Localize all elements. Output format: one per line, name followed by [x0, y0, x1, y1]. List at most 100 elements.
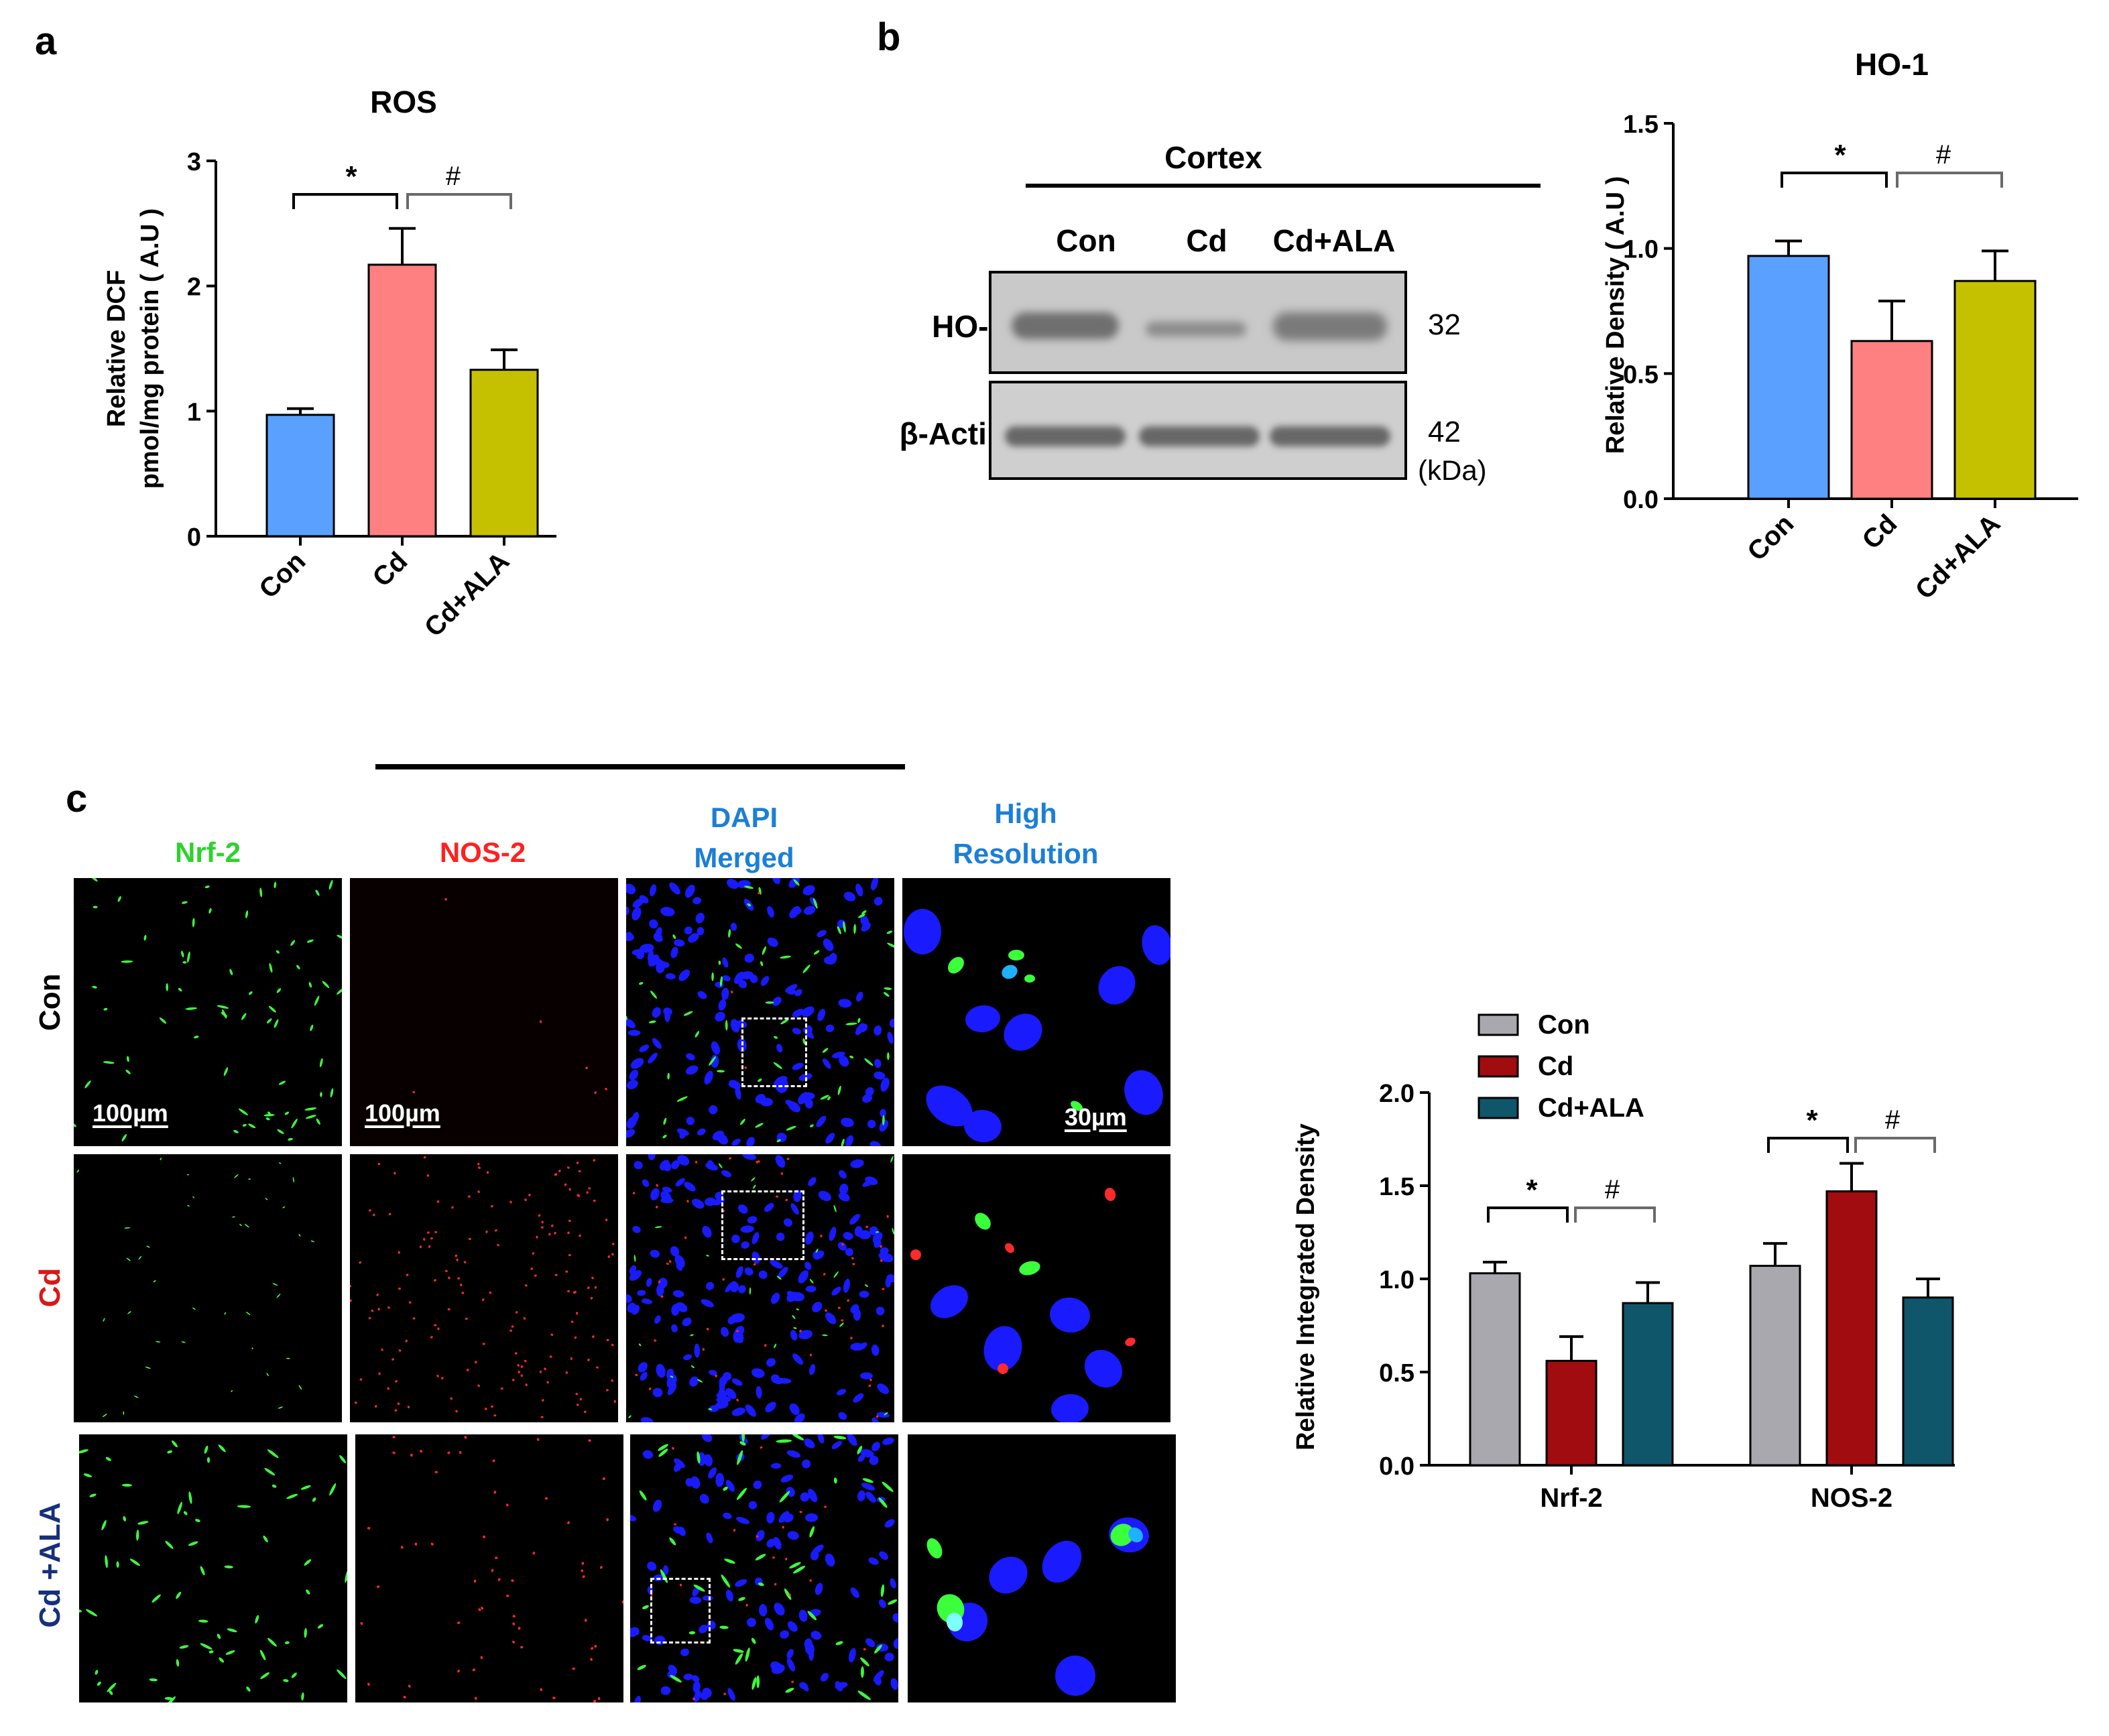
nucleus-spot — [626, 1080, 638, 1089]
significance-mark: * — [1834, 139, 1846, 172]
nucleus-spot — [862, 1094, 872, 1103]
nos2-spot — [419, 1245, 422, 1249]
nucleus-spot — [839, 1055, 849, 1067]
nucleus-spot — [774, 1081, 783, 1094]
nos2-spot — [423, 1156, 426, 1159]
nrf2-spot — [179, 1645, 189, 1649]
nos2-spot — [863, 1648, 866, 1651]
nos2-spot — [457, 1277, 461, 1280]
nrf2-spot — [756, 1675, 760, 1688]
nrf2-spot — [121, 1133, 127, 1141]
nos2-spot — [799, 1511, 802, 1513]
nrf2-spot — [839, 1322, 844, 1327]
nos2-spot — [437, 1327, 440, 1330]
nrf2-spot — [265, 1198, 268, 1200]
nrf2-spot — [129, 1558, 141, 1566]
nrf2-spot — [345, 1569, 347, 1583]
nos2-spot — [395, 1380, 398, 1383]
nucleus-spot — [730, 1313, 745, 1323]
nrf2-spot — [789, 1562, 801, 1568]
nrf2-spot — [822, 1048, 829, 1053]
nrf2-spot — [793, 1566, 806, 1574]
nucleus-spot — [789, 1403, 800, 1416]
nos2-spot — [552, 1696, 556, 1699]
significance-mark: # — [1885, 1105, 1901, 1135]
nos2-spot — [388, 1213, 391, 1216]
nos2-spot — [554, 1274, 558, 1276]
nucleus-spot — [865, 1491, 876, 1503]
nrf2-spot — [688, 1631, 696, 1635]
nucleus-spot — [887, 1032, 894, 1044]
column-head-dapi-merged: DAPI Merged — [694, 802, 794, 873]
nos2-spot — [426, 1231, 430, 1234]
nrf2-spot — [167, 1450, 172, 1454]
nrf2-spot — [101, 1520, 107, 1530]
significance-bracket-1 — [292, 193, 398, 209]
nucleus-spot — [787, 1621, 798, 1632]
nucleus-spot — [718, 999, 727, 1011]
nrf2-spot — [670, 1674, 682, 1683]
nos2-spot — [788, 1593, 792, 1596]
nrf2-spot — [232, 1216, 235, 1218]
nos2-spot — [668, 1260, 672, 1263]
nos2-spot — [530, 1267, 534, 1270]
nrf2-spot — [717, 1070, 725, 1072]
nucleus-spot — [801, 1006, 815, 1017]
nos2-spot — [593, 1700, 597, 1702]
nrf2-spot — [861, 1666, 864, 1678]
nucleus-spot — [630, 1514, 637, 1522]
nucleus-spot — [861, 922, 871, 932]
nucleus-spot — [731, 1378, 743, 1386]
nrf2-spot — [315, 889, 320, 896]
nrf2-spot — [267, 1637, 277, 1647]
nos2-spot — [486, 1171, 489, 1174]
nos2-spot — [434, 1324, 437, 1326]
nrf2-spot — [672, 934, 676, 939]
nucleus-spot — [788, 878, 800, 888]
nucleus-spot — [748, 1501, 758, 1509]
nucleus-spot — [831, 1440, 843, 1449]
nucleus-spot — [873, 1071, 886, 1080]
nrf2-spot — [776, 1139, 781, 1143]
chart-title: HO-1 — [1855, 47, 1929, 82]
nos2-spot — [467, 1195, 471, 1198]
highres-cell — [1002, 965, 1018, 979]
nucleus-spot — [629, 1270, 642, 1281]
scalebar-con-highres: 30µm — [1065, 1103, 1127, 1131]
nucleus-spot — [890, 1578, 896, 1589]
column-head-nos2: NOS-2 — [349, 836, 617, 869]
nos2-spot — [480, 1656, 483, 1660]
nos2-spot — [656, 1184, 658, 1187]
micrograph-texture — [630, 1434, 898, 1702]
nrf2-spot — [121, 960, 133, 963]
nucleus-spot — [884, 1652, 894, 1662]
nucleus-spot — [786, 1292, 798, 1302]
nos2-spot — [456, 1258, 459, 1261]
y-axis-label-line1: Relative DCF — [103, 270, 131, 427]
nos2-spot — [378, 1372, 381, 1375]
nucleus-spot — [857, 1454, 865, 1462]
nrf2-spot — [126, 1257, 131, 1261]
nrf2-spot — [690, 1365, 695, 1369]
nos2-spot — [455, 1254, 458, 1257]
nos2-spot — [447, 1308, 450, 1310]
nrf2-spot — [188, 1491, 192, 1504]
nucleus-spot — [839, 1170, 847, 1179]
nos2-spot — [880, 1259, 883, 1262]
nrf2-spot — [248, 991, 253, 995]
nucleus-spot — [770, 1463, 782, 1469]
highres-cell — [983, 1326, 1022, 1371]
nucleus-spot — [812, 1544, 824, 1554]
nrf2-spot — [658, 1444, 669, 1451]
nrf2-spot — [186, 1174, 189, 1176]
nos2-spot — [576, 1161, 579, 1164]
nucleus-spot — [671, 1324, 678, 1332]
nucleus-spot — [642, 1179, 650, 1187]
nucleus-spot — [825, 1024, 835, 1032]
micrograph-con-nos2: 100µm — [350, 878, 618, 1146]
nucleus-spot — [820, 1672, 829, 1682]
micrograph-texture — [904, 909, 1170, 1143]
nucleus-spot — [751, 1368, 765, 1378]
legend-label-Cd: Cd — [1538, 1052, 1573, 1081]
nos2-spot — [368, 1316, 371, 1320]
